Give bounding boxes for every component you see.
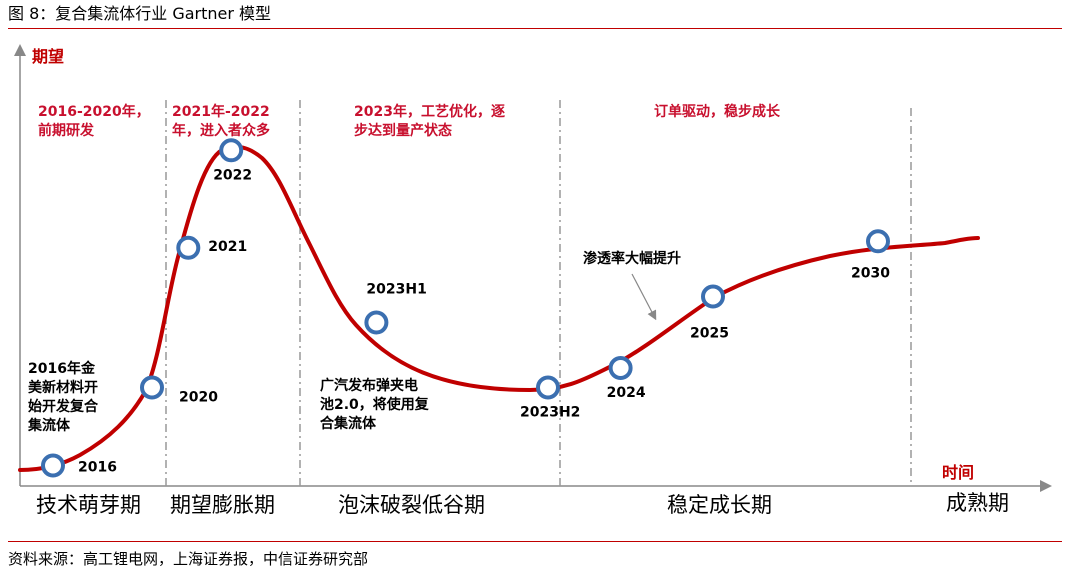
bottom-divider xyxy=(8,541,1062,542)
point-label-2023h1: 2023H1 xyxy=(366,282,426,298)
y-axis-arrow-icon xyxy=(14,44,26,56)
top-divider xyxy=(8,28,1062,29)
point-marker-2030 xyxy=(866,229,890,254)
annotation-2016-line-3: 始开发复合 xyxy=(28,398,99,415)
annotation-2016-line-4: 集流体 xyxy=(27,417,71,434)
phase-note-2-line-1: 2021年-2022 xyxy=(172,103,270,120)
point-label-2025: 2025 xyxy=(690,326,729,342)
phase-labels: 技术萌芽期 期望膨胀期 泡沫破裂低谷期 稳定成长期 成熟期 xyxy=(36,491,1009,517)
phase-label-2: 期望膨胀期 xyxy=(170,493,275,517)
point-label-2030: 2030 xyxy=(851,265,890,281)
point-marker-2024 xyxy=(608,356,633,380)
phase-note-3-line-1: 2023年，工艺优化，逐 xyxy=(354,103,505,120)
point-marker-2023h1 xyxy=(364,310,389,335)
phase-note-2-line-2: 年，进入者众多 xyxy=(172,122,270,139)
phase-label-3: 泡沫破裂低谷期 xyxy=(338,493,485,517)
point-label-2021: 2021 xyxy=(208,239,247,255)
figure-caption: 图 8：复合集流体行业 Gartner 模型 xyxy=(8,4,272,23)
point-label-2016: 2016 xyxy=(78,460,117,476)
point-marker-2023h2 xyxy=(536,375,560,400)
phase-note-1-line-2: 前期研发 xyxy=(38,122,95,139)
annotation-2023h1-line-2: 池2.0，将使用复 xyxy=(320,396,430,413)
point-marker-2016 xyxy=(41,453,65,478)
phase-note-3-line-2: 步达到量产状态 xyxy=(354,122,452,139)
point-marker-2021 xyxy=(176,235,201,260)
point-marker-2020 xyxy=(140,375,164,400)
annotation-penetration: 渗透率大幅提升 xyxy=(583,250,681,267)
annotation-2016-line-1: 2016年金 xyxy=(28,360,96,377)
hype-curve xyxy=(18,144,980,472)
point-label-2022: 2022 xyxy=(213,167,252,183)
annotations: 2016年金 美新材料开 始开发复合 集流体 广汽发布弹夹电 池2.0，将使用复… xyxy=(27,250,681,434)
phase-note-4-line-1: 订单驱动，稳步成长 xyxy=(654,103,781,120)
source-note: 资料来源：高工锂电网，上海证券报，中信证券研究部 xyxy=(8,550,369,568)
point-label-2024: 2024 xyxy=(607,385,646,401)
phase-label-1: 技术萌芽期 xyxy=(36,493,141,517)
annotation-2016-line-2: 美新材料开 xyxy=(28,379,98,396)
point-marker-2022 xyxy=(219,138,244,163)
phase-note-1-line-1: 2016-2020年， xyxy=(38,103,150,120)
point-label-2020: 2020 xyxy=(179,390,218,406)
y-axis-label: 期望 xyxy=(32,47,64,66)
axes: 期望 时间 xyxy=(14,44,1052,492)
annotation-2023h1-line-1: 广汽发布弹夹电 xyxy=(320,377,418,394)
annotation-2023h1-line-3: 合集流体 xyxy=(320,415,377,432)
phase-dividers xyxy=(165,100,912,486)
point-marker-2025 xyxy=(701,284,725,309)
phase-label-5: 成熟期 xyxy=(946,491,1009,515)
point-label-2023h2: 2023H2 xyxy=(520,405,580,421)
annotation-arrow-icon xyxy=(631,273,657,321)
phase-notes: 2016-2020年， 前期研发 2021年-2022 年，进入者众多 2023… xyxy=(38,103,781,139)
data-points: 2016 2020 2021 2022 2023H1 2023H2 2024 2025 2030 xyxy=(41,138,890,478)
x-axis-arrow-icon xyxy=(1040,480,1052,492)
phase-label-4: 稳定成长期 xyxy=(667,493,772,517)
x-axis-label: 时间 xyxy=(942,463,974,482)
